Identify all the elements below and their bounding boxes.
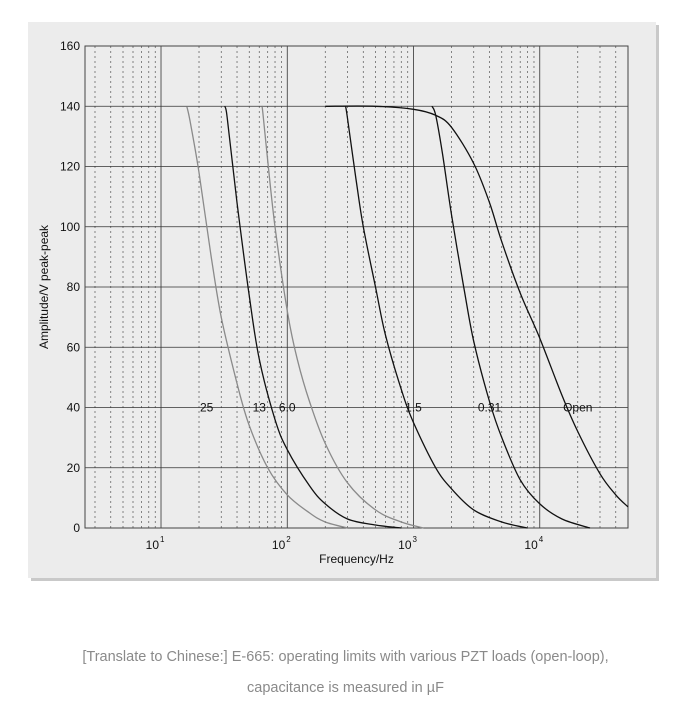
x-tick-base: 10 [398,538,412,552]
caption-line-1: [Translate to Chinese:] E-665: operating… [82,649,609,665]
series-label-13: 13 [253,401,267,415]
amplitude-frequency-chart: 25 13 6.0 1.5 0.31 Open 020406080100120140160… [37,39,629,566]
y-tick-labels: 0 20 40 60 80 100 120 140 160 [60,39,80,535]
series-label-0.31: 0.31 [478,401,502,415]
y-tick-label: 160 [60,39,80,53]
y-tick-label: 40 [67,401,81,415]
x-tick-label: 10 3 [398,535,417,552]
x-tick-base: 10 [272,538,286,552]
y-tick-label: 80 [67,280,81,294]
series-line-0.31 [431,105,591,529]
series-line-Open [325,105,629,508]
x-tick-exponent: 1 [160,535,165,544]
x-tick-label: 10 4 [524,535,543,552]
series-line-13 [224,106,402,529]
series-line-6.0 [261,105,424,529]
series-line-25 [186,106,348,529]
x-tick-base: 10 [524,538,538,552]
x-axis-label: Frequency/Hz [319,552,394,566]
x-tick-label: 10 1 [146,535,165,552]
figure-caption: [Translate to Chinese:] E-665: operating… [0,642,691,704]
y-tick-label: 100 [60,220,80,234]
series-label-25: 25 [200,401,214,415]
x-tick-label: 10 2 [272,535,291,552]
caption-line-2: capacitance is measured in µF [247,680,444,696]
y-tick-label: 20 [67,461,81,475]
chart-figure: 25 13 6.0 1.5 0.31 Open 0 20 40 60 80 100 120 140 160… [28,22,656,578]
plot-area-frame [84,45,629,529]
major-gridlines [85,46,628,528]
series-lines [186,105,629,529]
series-labels: 25 13 6.0 1.5 0.31 Open [200,401,592,415]
series-label-Open: Open [563,401,592,415]
x-tick-exponent: 2 [286,535,291,544]
series-label-6.0: 6.0 [279,401,296,415]
y-tick-label: 140 [60,99,80,113]
x-tick-exponent: 3 [413,535,418,544]
series-label-1.5: 1.5 [405,401,422,415]
y-axis-label: Amplitude/V peak-peak [37,224,51,349]
y-tick-label: 120 [60,160,80,174]
x-tick-base: 10 [146,538,160,552]
series-line-1.5 [344,106,528,529]
x-tick-labels: 10 1 10 2 10 3 10 4 [146,535,544,552]
y-tick-label: 0 [73,521,80,535]
x-tick-exponent: 4 [539,535,544,544]
y-tick-label: 60 [67,340,81,354]
